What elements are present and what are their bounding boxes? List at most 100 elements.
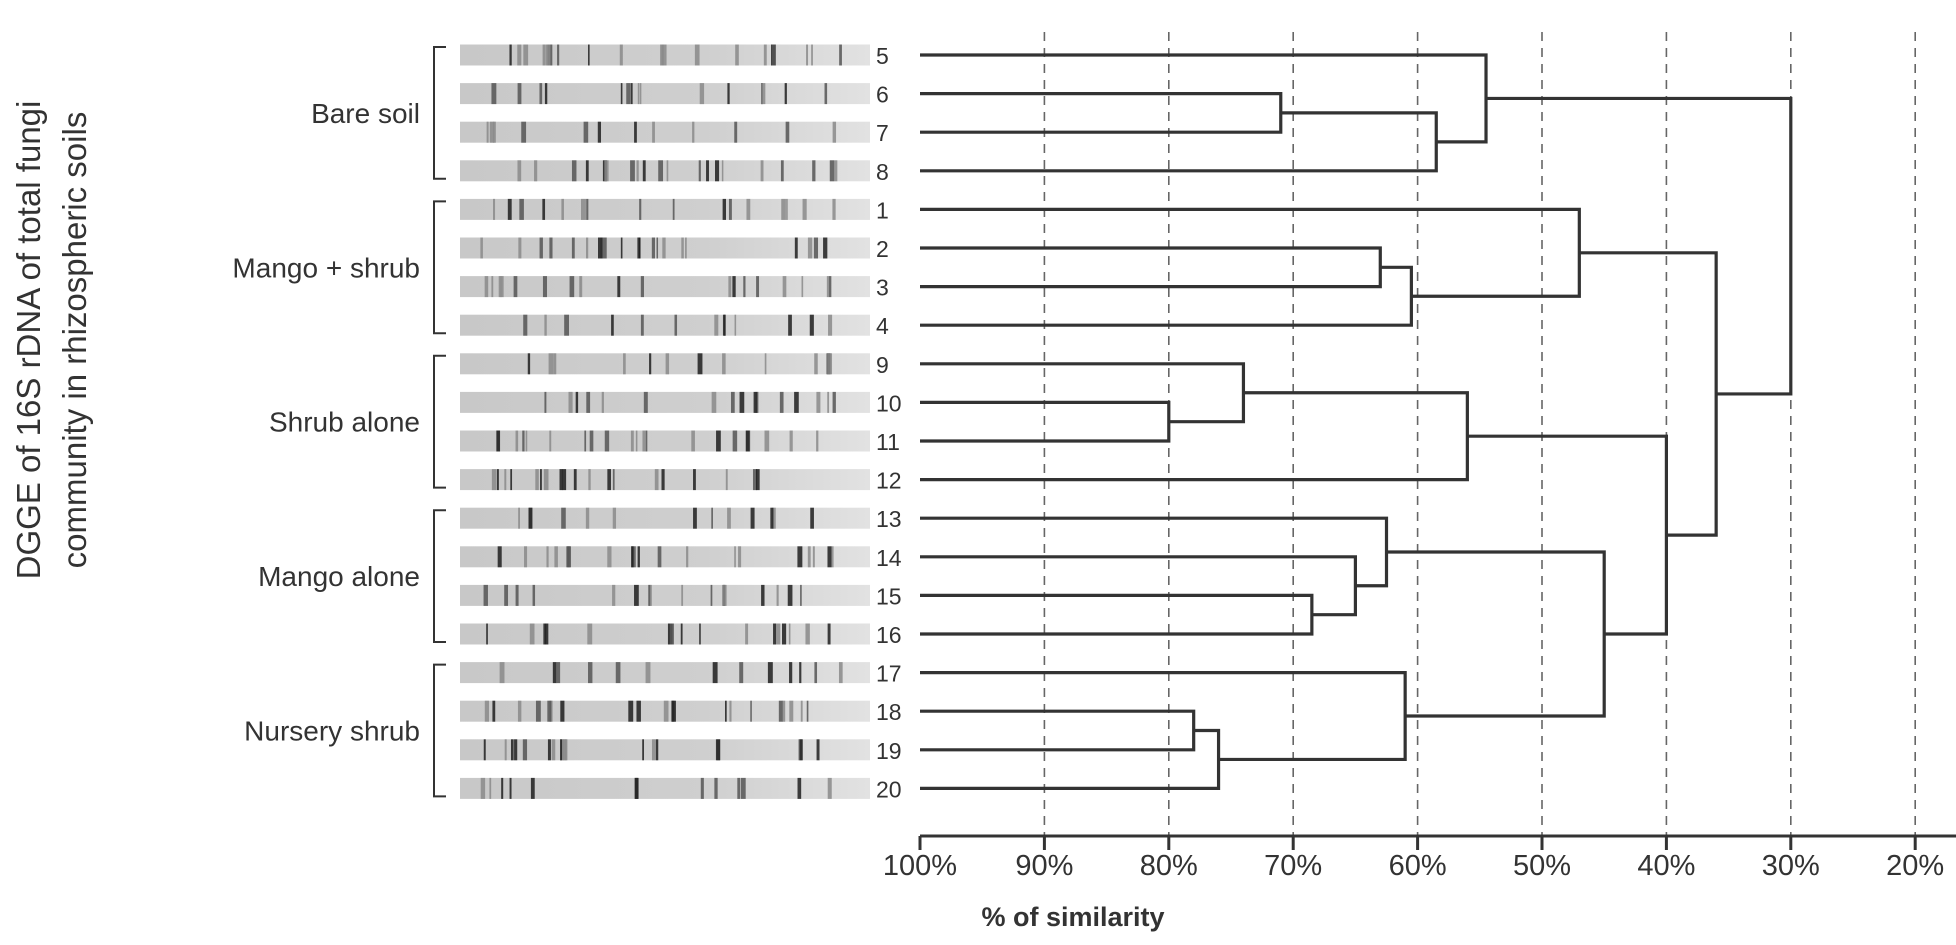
- lane-number-label: 4: [876, 313, 889, 339]
- gel-band: [523, 44, 529, 66]
- gel-band: [814, 662, 818, 684]
- dendrogram-branch: [920, 671, 1407, 762]
- gel-lane: [460, 276, 870, 298]
- gel-band: [607, 546, 612, 568]
- gel-band: [549, 430, 552, 452]
- gel-band: [745, 430, 750, 452]
- gel-band: [827, 777, 832, 799]
- gel-band: [816, 739, 820, 761]
- gel-band: [546, 546, 549, 568]
- gel-band: [665, 353, 670, 375]
- lane-number-label: 16: [876, 622, 902, 648]
- gel-band: [530, 777, 535, 799]
- gel-band: [584, 430, 587, 452]
- gel-band: [588, 44, 590, 66]
- dendrogram-branch: [920, 709, 1196, 752]
- gel-band: [639, 83, 642, 105]
- gel-band: [771, 44, 776, 66]
- gel-band: [630, 160, 635, 182]
- gel-band: [504, 469, 507, 491]
- gel-band: [517, 44, 522, 66]
- gel-band: [827, 623, 831, 645]
- gel-band: [521, 121, 527, 143]
- gel-band: [823, 237, 828, 259]
- gel-band: [722, 314, 726, 336]
- gel-band: [832, 391, 836, 413]
- gel-band: [555, 662, 561, 684]
- gel-band: [828, 314, 833, 336]
- gel-band: [753, 391, 758, 413]
- gel-band: [681, 584, 684, 606]
- gel-band: [496, 469, 499, 491]
- gel-band: [532, 584, 536, 606]
- gel-band: [586, 391, 591, 413]
- gel-band: [626, 83, 631, 105]
- gel-band: [634, 121, 637, 143]
- gel-band: [522, 430, 525, 452]
- gel-band: [568, 391, 573, 413]
- gel-band: [642, 430, 647, 452]
- gel-band: [491, 469, 497, 491]
- gel-band: [542, 276, 548, 298]
- x-tick-label: 30%: [1762, 850, 1820, 882]
- gel-band: [661, 44, 667, 66]
- gel-band: [698, 160, 701, 182]
- lane-number-label: 1: [876, 197, 889, 223]
- lane-number-label: 8: [876, 159, 889, 185]
- gel-band: [651, 739, 656, 761]
- gel-band: [750, 700, 752, 722]
- gel-band: [838, 662, 843, 684]
- gel-band: [535, 469, 539, 491]
- gel-band: [802, 198, 807, 220]
- gel-band: [518, 507, 520, 529]
- dendrogram-branch: [920, 265, 1413, 327]
- gel-band: [788, 623, 791, 645]
- gel-band: [548, 353, 554, 375]
- gel-band: [710, 584, 713, 606]
- gel-band: [772, 507, 776, 529]
- gel-band: [788, 314, 792, 336]
- gel-band: [714, 777, 718, 799]
- gel-band: [785, 121, 790, 143]
- dendrogram-branch: [920, 728, 1221, 790]
- gel-band: [832, 198, 836, 220]
- gel-band: [637, 546, 640, 568]
- gel-band: [519, 198, 524, 220]
- gel-band: [737, 777, 741, 799]
- gel-band: [761, 584, 765, 606]
- gel-band: [518, 237, 522, 259]
- gel-band: [806, 700, 809, 722]
- gel-band: [693, 507, 697, 529]
- gel-band: [504, 584, 509, 606]
- gel-band: [789, 662, 793, 684]
- gel-band: [515, 430, 519, 452]
- gel-band: [486, 121, 489, 143]
- gel-band: [776, 623, 781, 645]
- gel-band: [752, 469, 758, 491]
- gel-lane: [460, 121, 870, 143]
- gel-band: [810, 507, 814, 529]
- x-tick-label: 90%: [1015, 850, 1073, 882]
- gel-band: [501, 777, 504, 799]
- gel-band: [587, 623, 593, 645]
- gel-band: [780, 160, 784, 182]
- gel-band: [569, 276, 575, 298]
- gel-band: [786, 198, 788, 220]
- dendrogram-branch: [1579, 251, 1718, 537]
- gel-band: [728, 276, 732, 298]
- gel-band: [743, 276, 746, 298]
- gel-band: [597, 121, 602, 143]
- gel-band: [500, 276, 504, 298]
- dendrogram-branch: [920, 593, 1314, 636]
- gel-band: [734, 314, 737, 336]
- lane-number-label: 6: [876, 82, 889, 108]
- gel-band: [604, 430, 610, 452]
- gel-band: [535, 700, 541, 722]
- gel-band: [674, 314, 678, 336]
- gel-band: [807, 546, 811, 568]
- gel-band: [740, 777, 746, 799]
- gel-band: [636, 160, 639, 182]
- gel-band: [693, 469, 696, 491]
- gel-band: [725, 469, 728, 491]
